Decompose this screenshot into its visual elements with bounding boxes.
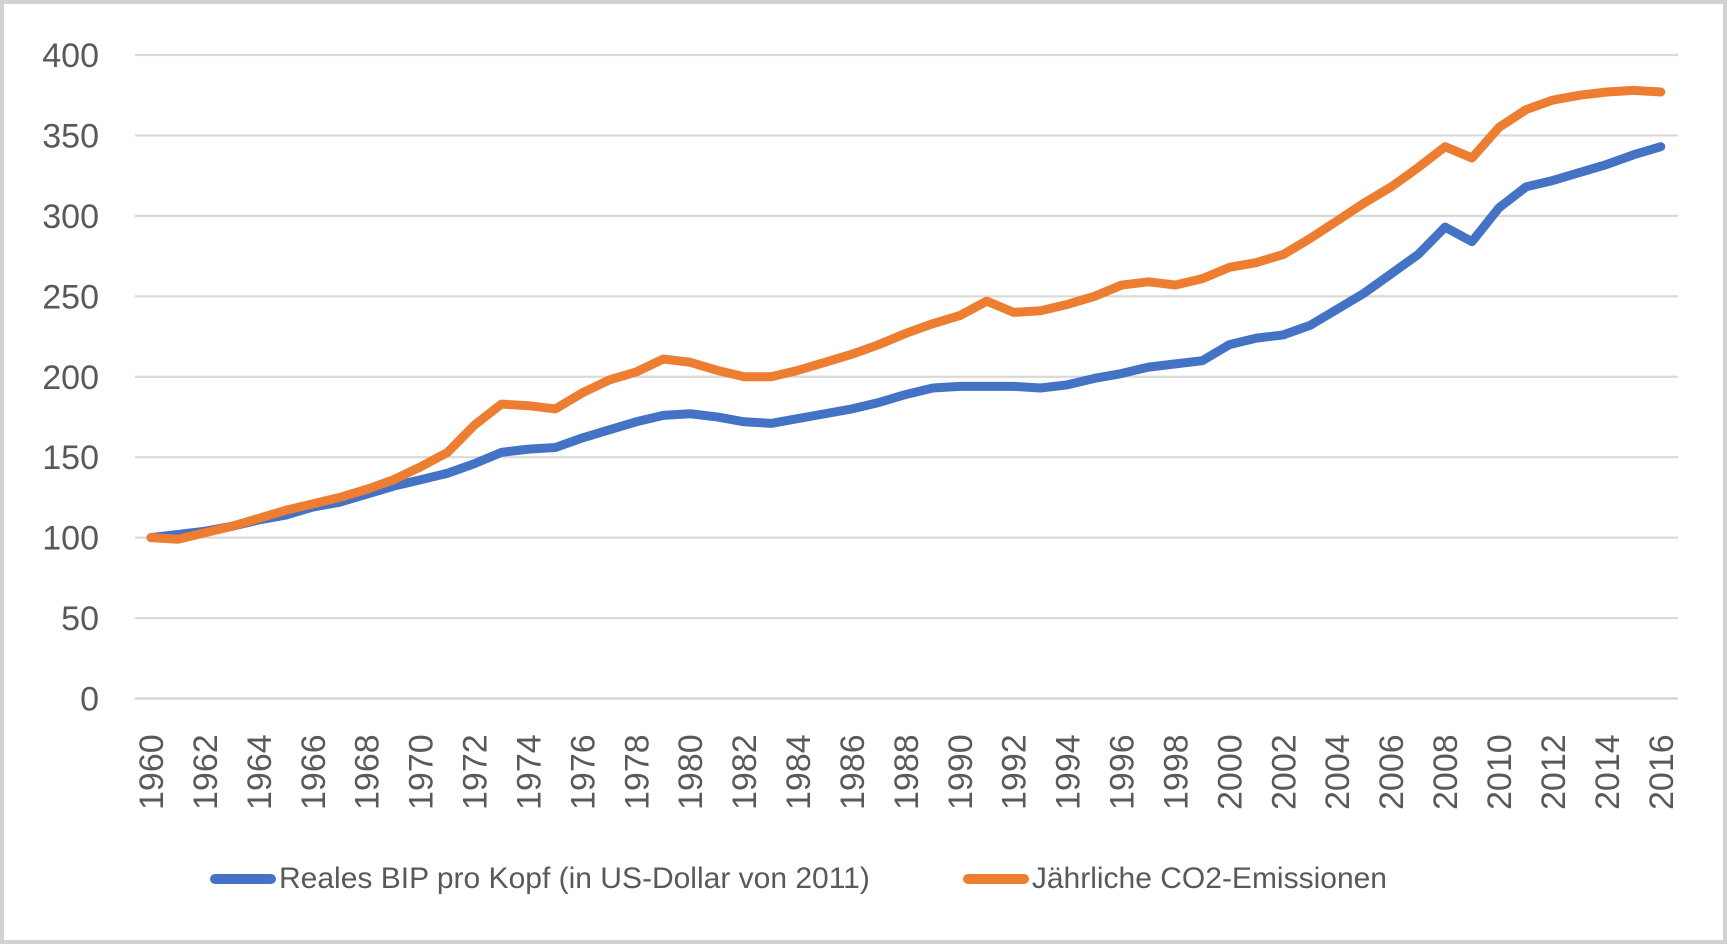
x-tick-label-2012: 2012: [1535, 734, 1573, 810]
series-line-bip: [146, 142, 1666, 543]
y-tick-label-300: 300: [42, 198, 99, 236]
x-tick-label-1994: 1994: [1050, 734, 1088, 810]
x-tick-label-1972: 1972: [457, 734, 495, 810]
y-tick-label-150: 150: [42, 439, 99, 477]
x-tick-label-1970: 1970: [403, 734, 441, 810]
y-tick-label-100: 100: [42, 520, 99, 558]
legend-label-co2: Jährliche CO2-Emissionen: [1031, 862, 1387, 895]
series-line-co2: [146, 85, 1666, 544]
y-tick-label-200: 200: [42, 359, 99, 397]
x-tick-label-1962: 1962: [187, 734, 225, 810]
x-tick-label-1998: 1998: [1157, 734, 1195, 810]
x-tick-label-2014: 2014: [1589, 734, 1627, 810]
x-tick-label-1976: 1976: [564, 734, 602, 810]
y-tick-label-400: 400: [42, 37, 99, 75]
legend-swatch-co2-icon: [962, 874, 1029, 884]
y-tick-label-250: 250: [42, 278, 99, 316]
x-tick-label-1988: 1988: [888, 734, 926, 810]
x-tick-label-1966: 1966: [295, 734, 333, 810]
x-tick-label-1974: 1974: [510, 734, 548, 810]
x-tick-label-1982: 1982: [726, 734, 764, 810]
legend-item-bip: Reales BIP pro Kopf (in US-Dollar von 20…: [210, 857, 870, 901]
x-tick-label-1996: 1996: [1104, 734, 1142, 810]
legend-item-co2: Jährliche CO2-Emissionen: [962, 857, 1387, 901]
line-chart-canvas: 0 50 100 150 200 250 300 350 400 1960 1962 1964 1966…: [42, 37, 1681, 810]
x-tick-label-2006: 2006: [1373, 734, 1411, 810]
x-tick-label-1992: 1992: [996, 734, 1034, 810]
x-tick-label-1978: 1978: [618, 734, 656, 810]
legend-label-bip: Reales BIP pro Kopf (in US-Dollar von 20…: [279, 862, 870, 895]
y-tick-label-50: 50: [61, 600, 99, 638]
x-tick-label-1990: 1990: [942, 734, 980, 810]
legend-swatch-bip-icon: [210, 874, 276, 884]
x-tick-label-1986: 1986: [834, 734, 872, 810]
y-tick-label-350: 350: [42, 117, 99, 155]
x-tick-label-2008: 2008: [1427, 734, 1465, 810]
x-tick-label-2010: 2010: [1481, 734, 1519, 810]
x-tick-label-2004: 2004: [1319, 734, 1357, 810]
x-tick-label-1984: 1984: [780, 734, 818, 810]
x-tick-label-1968: 1968: [349, 734, 387, 810]
chart-legend: Reales BIP pro Kopf (in US-Dollar von 20…: [4, 857, 1727, 901]
x-tick-label-1960: 1960: [133, 734, 171, 810]
y-tick-label-0: 0: [80, 681, 99, 719]
x-tick-label-1964: 1964: [241, 734, 279, 810]
x-tick-label-2002: 2002: [1265, 734, 1303, 810]
x-tick-label-2016: 2016: [1643, 734, 1681, 810]
x-tick-label-1980: 1980: [672, 734, 710, 810]
x-tick-label-2000: 2000: [1211, 734, 1249, 810]
